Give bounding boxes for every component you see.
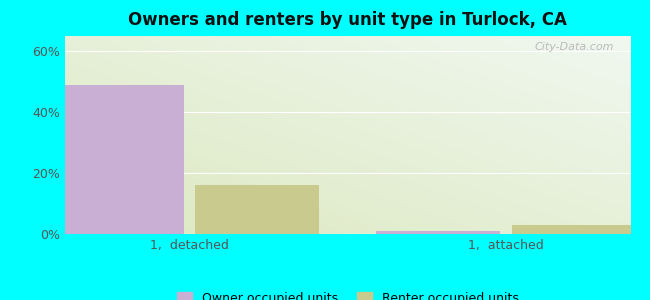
Legend: Owner occupied units, Renter occupied units: Owner occupied units, Renter occupied un…: [170, 285, 525, 300]
Text: City-Data.com: City-Data.com: [534, 42, 614, 52]
Bar: [512, 225, 636, 234]
Bar: [195, 185, 320, 234]
Bar: [59, 85, 184, 234]
Title: Owners and renters by unit type in Turlock, CA: Owners and renters by unit type in Turlo…: [128, 11, 567, 29]
Bar: [376, 231, 500, 234]
